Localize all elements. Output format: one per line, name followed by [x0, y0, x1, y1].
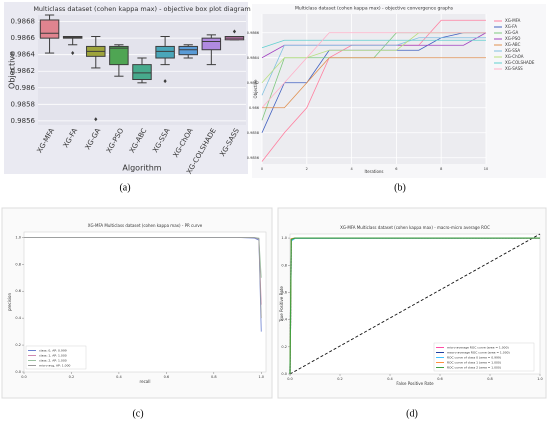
caption: (b)	[394, 182, 406, 193]
x-axis-label: Algorithm	[122, 164, 161, 173]
y-tick-label: 0.2	[281, 345, 287, 349]
box	[155, 45, 175, 59]
series-line	[262, 57, 486, 109]
x-tick-label: 4	[350, 167, 353, 171]
outlier	[232, 29, 237, 34]
caption: (c)	[132, 408, 143, 419]
x-tick-label: 0.4	[387, 377, 393, 381]
x-tick-label: 10	[484, 167, 488, 171]
x-tick-label: 0.2	[69, 375, 75, 379]
y-tick-label: 0.4	[281, 318, 287, 322]
y-tick-label: 0.9862	[247, 81, 259, 85]
outlier	[94, 117, 98, 122]
y-axis-label: Objective	[253, 79, 258, 99]
x-tick-label: 0.2	[337, 377, 343, 381]
x-axis-label: False Positive Rate	[396, 381, 434, 386]
series-line	[261, 37, 486, 96]
x-tick-label: 8	[440, 167, 442, 171]
x-tick-label: 2	[306, 167, 308, 171]
x-tick-label: 0.8	[487, 377, 493, 381]
legend-label: XG-PSO	[505, 36, 520, 41]
legend-label: XG-COLSHADE	[505, 60, 535, 65]
y-tick-label: 0.9866	[247, 31, 259, 35]
legend-label: XG-MFA	[505, 18, 521, 23]
y-tick-label: 0.2	[15, 343, 21, 347]
y-tick-label: 0.9856	[11, 117, 36, 125]
x-tick-label: 0.8	[211, 375, 217, 379]
series-line	[24, 236, 262, 319]
legend-label: ROC curve of class 1 (area = 1.000)	[447, 361, 501, 365]
legend-label: class: 0, AP: 0.999	[39, 349, 67, 353]
legend-box	[25, 345, 87, 370]
legend-label: XG-ChOA	[505, 54, 524, 59]
legend-label: ROC curve of class 0 (area = 0.999)	[447, 356, 501, 360]
legend-label: XG-SSA	[505, 48, 520, 53]
y-axis-label: Objective	[8, 51, 17, 89]
y-tick-label: 0.9858	[11, 100, 36, 108]
box	[39, 19, 60, 39]
x-tick-label: 0	[261, 167, 263, 171]
legend-label: XG-GA	[505, 30, 519, 35]
legend-label: macro-average ROC curve (area = 1.000)	[447, 351, 510, 355]
y-tick-label: 0.6	[281, 290, 287, 294]
y-tick-label: 0.9856	[247, 156, 259, 160]
y-tick-label: 0.0	[15, 370, 21, 374]
legend-label: class: 1, AP: 1.000	[39, 354, 67, 358]
y-tick-label: 0.4	[15, 316, 21, 320]
y-tick-label: 0.9868	[11, 18, 36, 26]
x-tick-label: 0.0	[287, 377, 293, 381]
legend-label: micro-average ROC curve (area = 1.000)	[447, 346, 509, 350]
caption: (d)	[406, 408, 418, 419]
legend-label: XG-SASS	[505, 66, 523, 71]
chart-title: Multiclass dataset (cohen kappa max) - o…	[295, 6, 454, 12]
legend-box	[433, 342, 535, 372]
x-tick-label: 0.6	[164, 375, 170, 379]
legend-label: XG-ABC	[505, 42, 521, 47]
x-tick-label: 1.0	[537, 377, 543, 381]
reference-diagonal	[289, 233, 541, 375]
box	[109, 45, 129, 66]
legend-label: micro-avg, AP: 1.000	[39, 364, 70, 368]
chart-title: XG-MFA Multiclass dataset (cohen kappa m…	[340, 225, 490, 230]
series-line	[261, 39, 486, 49]
y-tick-label: 0.9864	[11, 51, 36, 59]
legend-label: XG-FA	[505, 24, 517, 29]
y-tick-label: 0.6	[15, 289, 21, 293]
y-tick-label: 0.8	[281, 263, 287, 267]
series-line	[261, 32, 486, 109]
outlier	[71, 51, 75, 56]
plot-area	[262, 14, 486, 164]
legend-label: ROC curve of class 2 (area = 1.000)	[447, 366, 501, 370]
x-tick-label: 0.6	[437, 377, 443, 381]
x-tick-label: 0.0	[21, 375, 27, 379]
box	[201, 37, 222, 51]
legend-label: class: 2, AP: 1.000	[39, 359, 67, 363]
x-axis-label: Iterations	[364, 169, 383, 174]
y-axis-label: True Positive Rate	[279, 286, 284, 323]
y-tick-label: 0.9866	[11, 34, 36, 42]
y-tick-label: 0.0	[281, 372, 287, 376]
y-tick-label: 0.8	[15, 262, 21, 266]
box	[132, 64, 152, 81]
y-tick-label: 0.9862	[11, 67, 36, 75]
chart-title: Multiclass dataset (cohen kappa max) - o…	[33, 5, 250, 13]
x-tick-label: 6	[395, 167, 397, 171]
x-tick-label: 0.4	[116, 375, 122, 379]
y-tick-label: 1.0	[15, 235, 21, 239]
y-axis-label: precision	[7, 293, 12, 312]
chart-title: XG-MFA Multiclass dataset (cohen kappa m…	[88, 223, 203, 228]
caption: (a)	[119, 182, 130, 193]
y-tick-label: 0.986	[249, 106, 259, 110]
x-axis-label: recall	[140, 379, 151, 384]
outlier	[163, 79, 167, 84]
y-tick-label: 0.9864	[247, 56, 260, 60]
y-tick-label: 1.0	[281, 236, 287, 240]
y-tick-label: 0.9858	[247, 131, 259, 135]
series-line	[289, 237, 540, 375]
box	[178, 45, 198, 56]
y-tick-label: 0.986	[15, 84, 36, 92]
x-tick-label: 1.0	[258, 375, 264, 379]
